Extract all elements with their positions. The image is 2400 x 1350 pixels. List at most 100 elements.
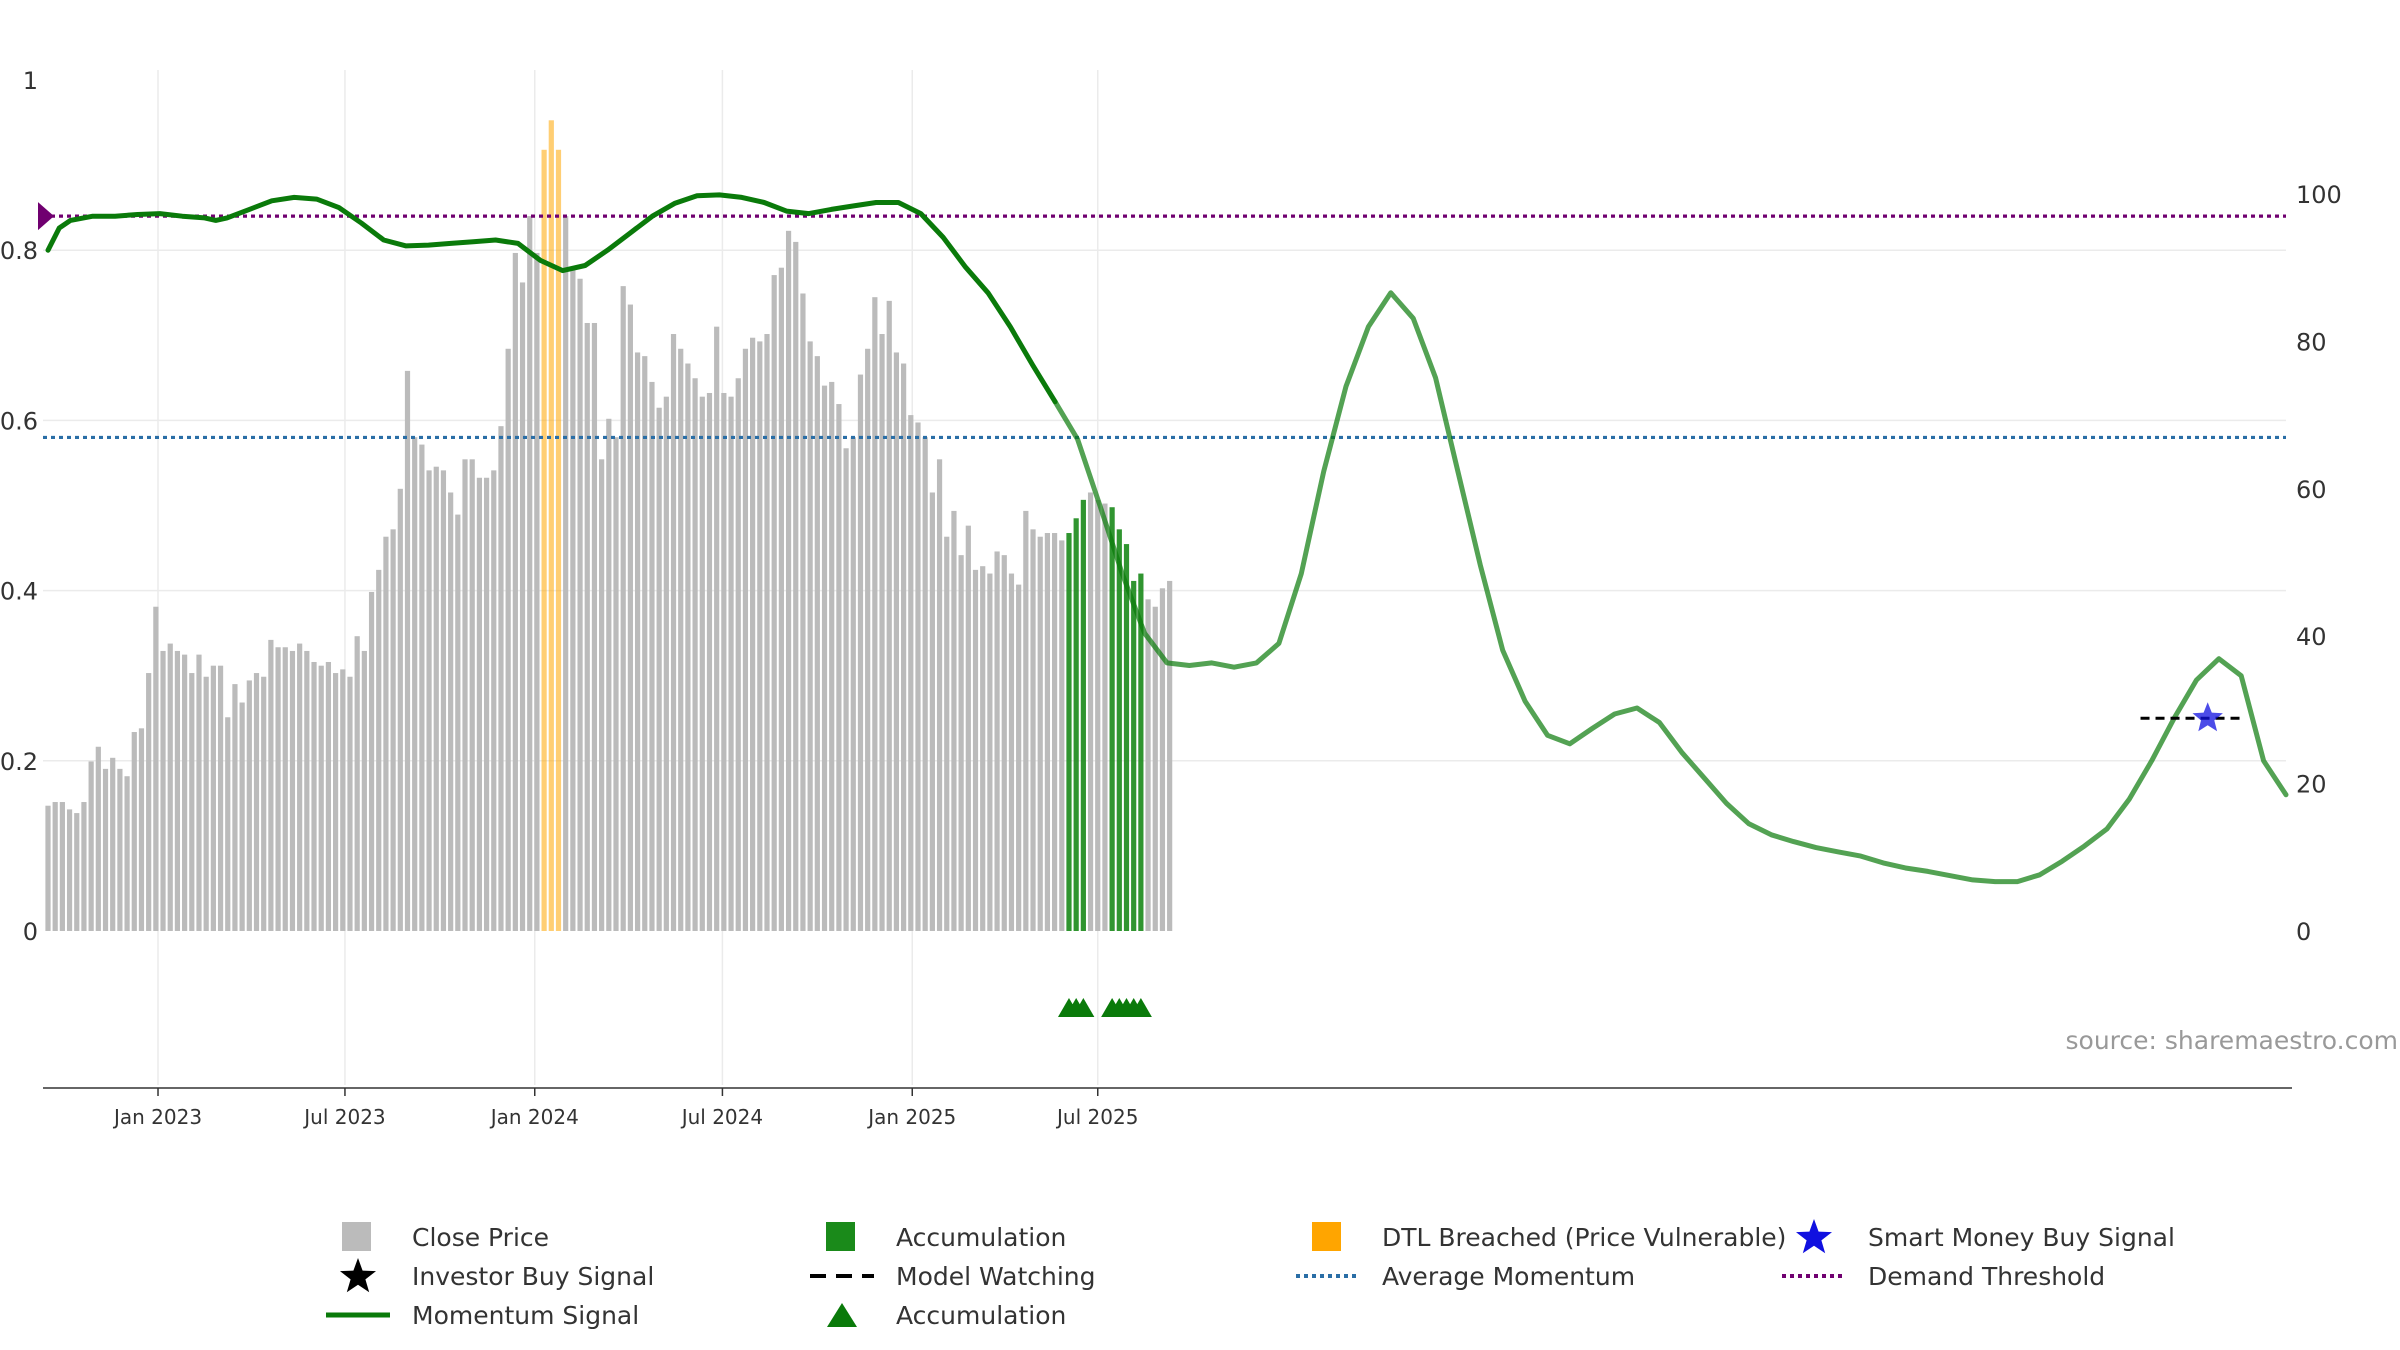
- price-bar: [167, 643, 173, 931]
- price-bar: [563, 216, 569, 932]
- price-bar: [498, 426, 504, 931]
- price-bar: [527, 216, 533, 932]
- price-bar: [182, 654, 188, 931]
- price-bar: [1016, 584, 1022, 931]
- price-bar: [692, 378, 698, 931]
- price-bar: [1102, 503, 1108, 931]
- price-bar: [771, 275, 777, 931]
- price-bars: [45, 120, 1173, 932]
- price-bar: [793, 241, 799, 931]
- price-bar: [1001, 555, 1007, 931]
- price-bar: [872, 297, 878, 931]
- price-bar: [153, 606, 159, 931]
- price-bar: [117, 768, 123, 931]
- price-bar: [210, 665, 216, 931]
- price-bar: [980, 566, 986, 931]
- price-bar: [951, 510, 957, 931]
- price-bar: [354, 636, 360, 931]
- price-bar: [936, 459, 943, 931]
- price-bar: [333, 673, 339, 931]
- price-bar: [325, 661, 332, 931]
- accumulation-bar: [1123, 544, 1130, 931]
- price-bar: [908, 415, 914, 932]
- x-tick-label: Jul 2025: [1055, 1105, 1138, 1129]
- price-bar: [419, 444, 425, 931]
- price-bar: [174, 650, 181, 931]
- price-bar: [757, 341, 763, 931]
- price-bar: [785, 230, 792, 932]
- price-bar: [304, 650, 310, 931]
- y-right-tick-label: 20: [2296, 771, 2327, 799]
- price-bar: [253, 673, 260, 931]
- price-bar: [1167, 580, 1173, 931]
- price-bar: [577, 278, 583, 931]
- price-bar: [649, 381, 655, 931]
- price-bar: [987, 573, 993, 931]
- price-bar: [958, 555, 964, 931]
- price-bar: [282, 647, 288, 931]
- price-bar: [66, 809, 73, 931]
- y-left-tick-label: 0.2: [0, 748, 38, 776]
- y-left-tick-label: 0.6: [0, 407, 38, 435]
- accumulation-bar: [1109, 507, 1115, 931]
- accumulation-triangle: [1129, 998, 1152, 1017]
- price-bar: [268, 639, 274, 931]
- price-bar: [843, 448, 849, 931]
- momentum-signal-line: [45, 192, 1058, 405]
- price-bar: [491, 470, 497, 931]
- price-bar: [879, 334, 885, 931]
- price-bar: [232, 684, 238, 931]
- dtl-breached-bar: [541, 149, 547, 931]
- price-bar: [110, 757, 116, 931]
- price-bar: [203, 676, 209, 931]
- price-bar: [915, 422, 921, 931]
- price-bar: [599, 459, 605, 931]
- price-bar: [721, 392, 727, 931]
- price-bar: [742, 348, 749, 931]
- price-bar: [261, 676, 267, 931]
- price-bar: [829, 381, 835, 931]
- price-bar: [505, 348, 511, 931]
- price-bar: [462, 459, 468, 931]
- price-bar: [1044, 533, 1051, 931]
- price-bar: [426, 470, 432, 931]
- price-bar: [706, 392, 713, 931]
- x-tick-label: Jul 2024: [680, 1105, 763, 1129]
- price-bar: [275, 647, 281, 931]
- price-bar: [1030, 529, 1036, 931]
- price-bar: [836, 404, 842, 931]
- smart-money-buy-star: [2192, 702, 2223, 732]
- price-bar: [1008, 573, 1015, 931]
- price-bar: [390, 529, 396, 931]
- price-bar: [81, 802, 87, 931]
- price-bar: [368, 591, 375, 931]
- price-bar: [340, 669, 346, 931]
- price-bar: [1159, 588, 1166, 931]
- price-bar: [893, 352, 900, 932]
- y-right-tick-label: 0: [2296, 918, 2311, 946]
- price-bar: [88, 761, 94, 931]
- price-bar: [685, 363, 691, 931]
- price-bar: [570, 267, 576, 931]
- price-bar: [1059, 540, 1065, 931]
- price-bar: [714, 326, 720, 931]
- accumulation-bar: [1080, 499, 1086, 931]
- y-right-tick-label: 80: [2296, 328, 2327, 356]
- momentum-signal-line-faded: [1052, 290, 2289, 885]
- price-bar: [807, 341, 813, 931]
- price-bar: [45, 805, 51, 931]
- price-bar: [1145, 599, 1151, 931]
- price-bar: [728, 396, 734, 931]
- price-bar: [239, 702, 245, 931]
- accumulation-triangle: [1072, 998, 1095, 1017]
- price-bar: [627, 304, 633, 931]
- price-bar: [656, 407, 662, 932]
- accumulation-bar: [1138, 573, 1144, 931]
- price-bar: [404, 370, 411, 931]
- price-bar: [311, 661, 317, 931]
- y-right-tick-label: 60: [2296, 476, 2327, 504]
- accumulation-bar: [1073, 518, 1079, 931]
- price-bar: [160, 650, 166, 931]
- y-right-tick-label: 100: [2296, 181, 2342, 209]
- price-bar: [440, 470, 447, 931]
